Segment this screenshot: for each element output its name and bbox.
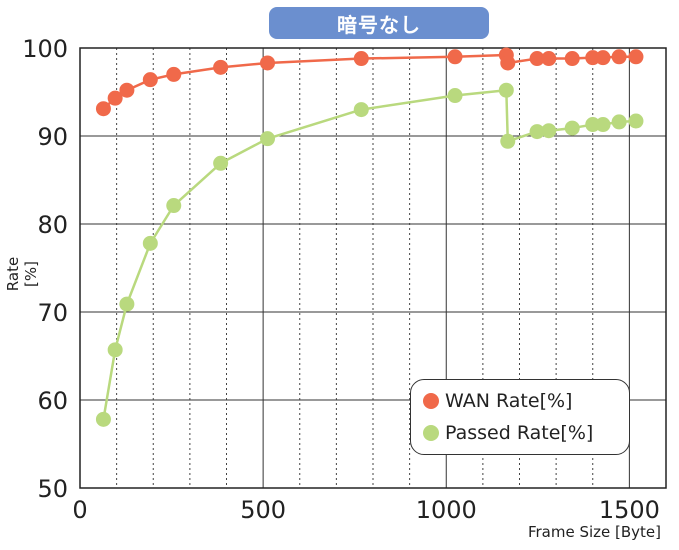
grid-minor-lines <box>116 48 594 488</box>
data-point-passed-rate <box>585 117 601 133</box>
data-point-wan-rate <box>529 51 545 67</box>
data-point-wan-rate <box>353 51 369 67</box>
data-point-passed-rate <box>564 120 580 136</box>
plot-frame <box>79 47 667 489</box>
data-point-passed-rate <box>541 123 557 139</box>
data-point-wan-rate <box>260 55 276 71</box>
data-point-passed-rate <box>260 131 276 147</box>
data-point-wan-rate <box>585 50 601 66</box>
data-point-passed-rate <box>611 114 627 130</box>
data-point-passed-rate <box>353 102 369 118</box>
y-tick-label: 70 <box>37 299 68 327</box>
data-point-passed-rate <box>107 342 123 358</box>
legend-marker-passed-rate <box>423 425 439 441</box>
x-tick-label: 1500 <box>599 496 660 524</box>
data-point-wan-rate <box>95 101 111 117</box>
y-tick-label: 90 <box>37 123 68 151</box>
data-point-wan-rate <box>628 49 644 65</box>
data-point-passed-rate <box>595 117 611 133</box>
data-point-passed-rate <box>447 88 463 104</box>
data-point-wan-rate <box>142 72 158 88</box>
data-point-wan-rate <box>166 66 182 82</box>
x-tick-labels: 0 500 1000 1500 <box>72 496 660 524</box>
data-point-passed-rate <box>166 198 182 214</box>
legend-label-wan-rate: WAN Rate[%] <box>445 390 573 412</box>
y-tick-label: 80 <box>37 211 68 239</box>
x-tick-label: 0 <box>72 496 87 524</box>
x-tick-label: 1000 <box>416 496 477 524</box>
data-point-wan-rate <box>213 59 229 75</box>
legend: WAN Rate[%] Passed Rate[%] <box>410 379 630 455</box>
data-point-passed-rate <box>95 411 111 427</box>
chart-title: 暗号なし <box>269 7 489 39</box>
data-point-passed-rate <box>628 113 644 129</box>
data-point-wan-rate <box>611 49 627 65</box>
data-point-passed-rate <box>529 124 545 140</box>
legend-label-passed-rate: Passed Rate[%] <box>445 422 594 444</box>
legend-item-passed-rate: Passed Rate[%] <box>423 422 593 444</box>
data-point-passed-rate <box>142 235 158 251</box>
data-point-passed-rate <box>498 82 514 98</box>
legend-marker-wan-rate <box>423 393 439 409</box>
data-point-wan-rate <box>107 90 123 106</box>
y-tick-labels: 50 60 70 80 90 100 <box>22 35 68 503</box>
series-layer <box>95 47 644 427</box>
data-point-wan-rate <box>595 50 611 66</box>
y-tick-label: 100 <box>22 35 68 63</box>
data-point-passed-rate <box>500 133 516 149</box>
y-tick-label: 50 <box>37 475 68 503</box>
legend-item-wan-rate: WAN Rate[%] <box>423 390 572 412</box>
x-axis-label: Frame Size [Byte] <box>527 523 661 541</box>
y-tick-label: 60 <box>37 387 68 415</box>
data-point-wan-rate <box>500 55 516 71</box>
data-point-wan-rate <box>564 51 580 67</box>
data-point-wan-rate <box>541 51 557 67</box>
data-point-passed-rate <box>213 155 229 171</box>
y-axis-label: Rate [%] <box>4 256 40 292</box>
data-point-wan-rate <box>447 49 463 65</box>
x-tick-label: 500 <box>240 496 286 524</box>
data-point-wan-rate <box>119 82 135 98</box>
data-point-passed-rate <box>119 296 135 312</box>
